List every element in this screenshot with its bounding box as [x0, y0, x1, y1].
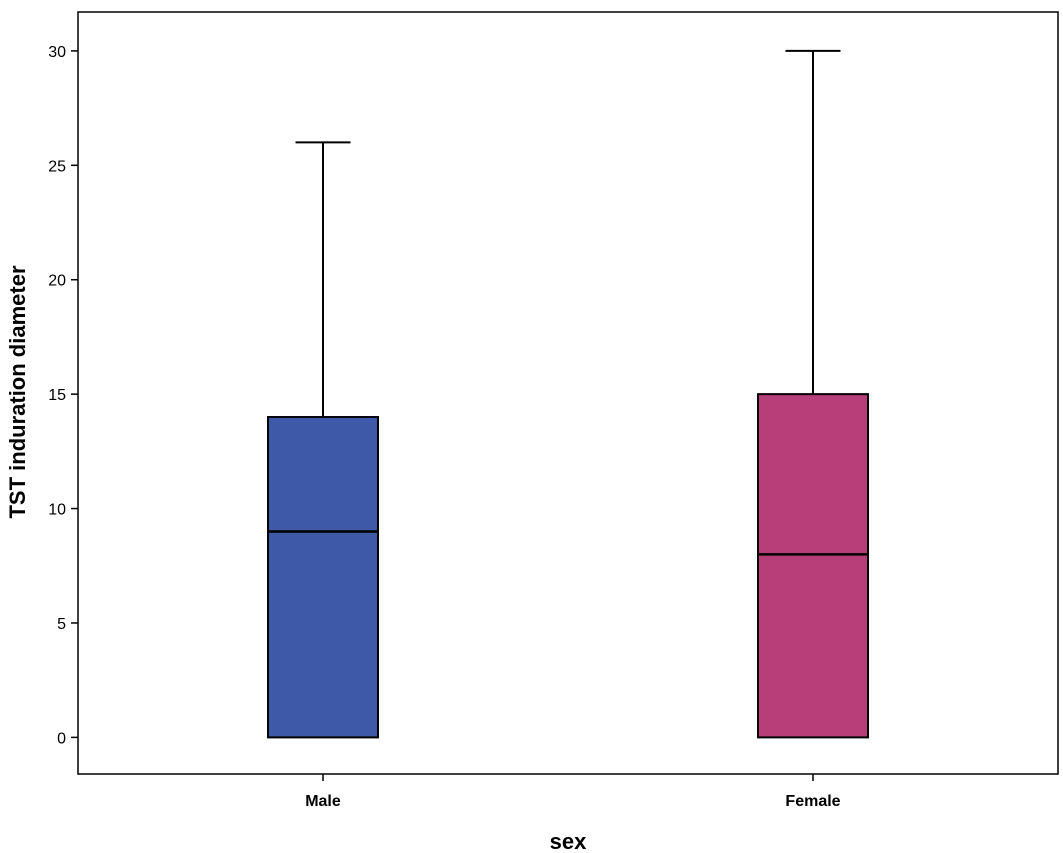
y-tick-label: 30 [48, 44, 66, 61]
y-tick-label: 0 [57, 730, 66, 747]
y-tick-label: 15 [48, 387, 66, 404]
x-tick-label: Female [785, 793, 840, 810]
plot-frame [77, 11, 1059, 775]
x-axis-title: sex [550, 829, 587, 853]
y-tick-label: 10 [48, 502, 66, 519]
y-tick-label: 25 [48, 158, 66, 175]
box-female [757, 49, 869, 739]
box-male [267, 141, 379, 739]
boxes [267, 49, 869, 739]
y-axis-title: TST induration diameter [5, 265, 30, 518]
y-tick-label: 5 [57, 616, 66, 633]
iqr-box [267, 416, 379, 739]
x-tick-label: Male [305, 793, 341, 810]
iqr-box [757, 393, 869, 739]
y-axis: 0 5 10 15 20 25 30 [48, 44, 78, 747]
x-axis: Male Female [305, 774, 841, 810]
y-tick-label: 20 [48, 273, 66, 290]
